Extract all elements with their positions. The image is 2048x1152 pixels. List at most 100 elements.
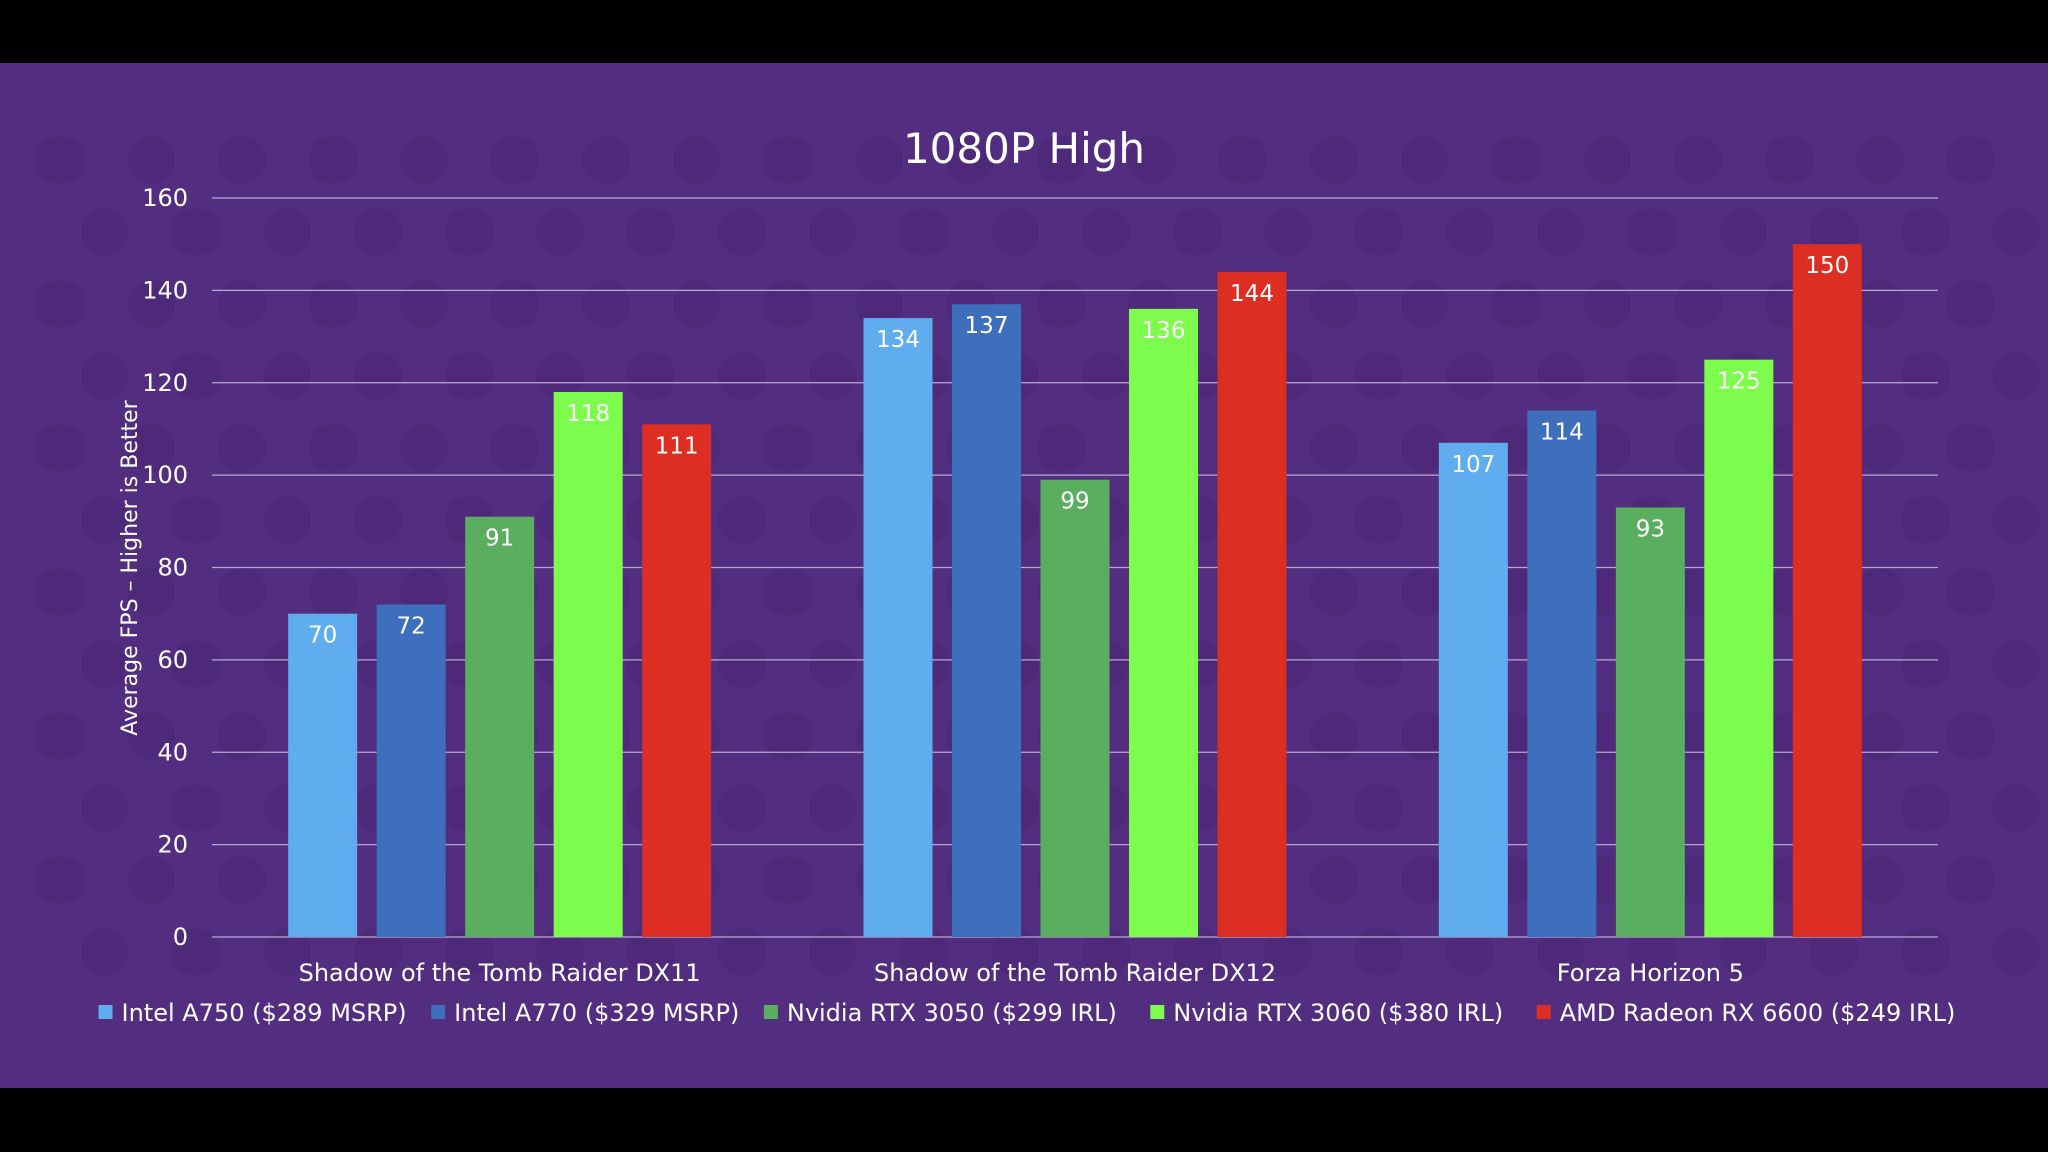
ltt-logo-icon: [1310, 856, 1358, 904]
legend-swatch: [431, 1005, 446, 1019]
ltt-logo-icon: [1947, 856, 1995, 904]
ltt-logo-icon: [1264, 208, 1312, 256]
ltt-logo-icon: [1719, 208, 1767, 256]
legend-swatch: [98, 1005, 113, 1019]
legend-label: Intel A770 ($329 MSRP): [454, 999, 739, 1027]
ltt-logo-icon: [1355, 928, 1403, 976]
ltt-logo-icon: [1264, 928, 1312, 976]
legend-swatch: [1536, 1005, 1551, 1019]
chart-title: 1080P High: [903, 124, 1145, 173]
data-label: 93: [1636, 516, 1665, 542]
ltt-logo-icon: [1219, 136, 1267, 184]
ltt-logo-icon: [1856, 136, 1904, 184]
ltt-logo-icon: [127, 136, 175, 184]
ltt-logo-icon: [81, 352, 129, 400]
ltt-logo-icon: [400, 136, 448, 184]
ltt-logo-icon: [764, 856, 812, 904]
data-label: 99: [1060, 489, 1089, 515]
ltt-logo-icon: [354, 352, 402, 400]
ltt-logo-icon: [172, 640, 220, 688]
ltt-logo-icon: [855, 280, 903, 328]
ltt-logo-icon: [1082, 352, 1130, 400]
ltt-logo-icon: [1355, 640, 1403, 688]
ltt-logo-icon: [1628, 928, 1676, 976]
ltt-logo-icon: [172, 784, 220, 832]
data-label: 111: [655, 433, 699, 459]
ltt-logo-icon: [36, 712, 84, 760]
ltt-logo-icon: [1628, 208, 1676, 256]
ltt-logo-icon: [764, 568, 812, 616]
y-tick-label: 20: [157, 831, 188, 859]
bar: [465, 516, 535, 937]
y-axis-label: Average FPS – Higher is Better: [118, 399, 143, 735]
ltt-logo-icon: [855, 136, 903, 184]
ltt-logo-icon: [1765, 136, 1813, 184]
ltt-logo-icon: [218, 712, 266, 760]
y-tick-label: 0: [173, 923, 188, 951]
ltt-logo-icon: [1901, 208, 1949, 256]
ltt-logo-icon: [81, 928, 129, 976]
ltt-logo-icon: [1037, 136, 1085, 184]
ltt-logo-icon: [764, 424, 812, 472]
x-tick-label: Shadow of the Tomb Raider DX11: [299, 959, 701, 987]
ltt-logo-icon: [764, 136, 812, 184]
ltt-logo-icon: [36, 424, 84, 472]
ltt-logo-icon: [946, 136, 994, 184]
ltt-logo-icon: [1355, 352, 1403, 400]
legend: Intel A750 ($289 MSRP) Intel A770 ($329 M…: [98, 999, 1955, 1027]
bar: [553, 391, 623, 937]
ltt-logo-icon: [309, 136, 357, 184]
ltt-logo-icon: [1856, 424, 1904, 472]
ltt-logo-icon: [1446, 208, 1494, 256]
bar: [863, 318, 933, 937]
bar: [952, 304, 1021, 937]
ltt-logo-icon: [309, 424, 357, 472]
ltt-logo-icon: [1901, 784, 1949, 832]
data-label: 91: [485, 526, 514, 552]
ltt-logo-icon: [718, 352, 766, 400]
ltt-logo-icon: [81, 784, 129, 832]
ltt-logo-icon: [218, 136, 266, 184]
ltt-logo-icon: [354, 928, 402, 976]
ltt-logo-icon: [172, 352, 220, 400]
ltt-logo-icon: [809, 208, 857, 256]
data-label: 134: [876, 327, 920, 353]
ltt-logo-icon: [1901, 928, 1949, 976]
ltt-logo-icon: [1037, 424, 1085, 472]
ltt-logo-icon: [900, 208, 948, 256]
ltt-logo-icon: [1355, 784, 1403, 832]
bar: [1615, 507, 1685, 937]
ltt-logo-icon: [1537, 928, 1585, 976]
data-label: 125: [1717, 369, 1761, 395]
data-label: 70: [308, 623, 337, 649]
legend-item: Nvidia RTX 3050 ($299 IRL): [763, 999, 1117, 1027]
ltt-logo-icon: [1401, 424, 1449, 472]
ltt-logo-icon: [1037, 280, 1085, 328]
ltt-logo-icon: [1992, 496, 2040, 544]
ltt-logo-icon: [263, 352, 311, 400]
bar: [1438, 442, 1508, 937]
ltt-logo-icon: [1810, 928, 1858, 976]
bar: [1129, 308, 1198, 938]
ltt-logo-icon: [718, 208, 766, 256]
x-tick-label: Shadow of the Tomb Raider DX12: [874, 959, 1276, 987]
ltt-logo-icon: [36, 856, 84, 904]
data-label: 72: [397, 613, 426, 639]
ltt-logo-icon: [1173, 208, 1221, 256]
data-labels: 70 72 91 118 111 134 137 99 136 144 107 114 93 125 150: [308, 253, 1849, 649]
ltt-logo-icon: [718, 496, 766, 544]
ltt-logo-icon: [1901, 352, 1949, 400]
ltt-logo-icon: [491, 424, 539, 472]
ltt-logo-icon: [1446, 928, 1494, 976]
ltt-logo-icon: [1401, 280, 1449, 328]
ltt-logo-icon: [354, 496, 402, 544]
ltt-logo-icon: [127, 424, 175, 472]
ltt-logo-icon: [627, 208, 675, 256]
ltt-logo-icon: [263, 208, 311, 256]
ltt-logo-icon: [309, 280, 357, 328]
ltt-logo-icon: [1082, 928, 1130, 976]
ltt-logo-icon: [1583, 136, 1631, 184]
y-tick-label: 160: [142, 184, 188, 212]
data-label: 107: [1451, 452, 1495, 478]
data-label: 118: [566, 401, 610, 427]
